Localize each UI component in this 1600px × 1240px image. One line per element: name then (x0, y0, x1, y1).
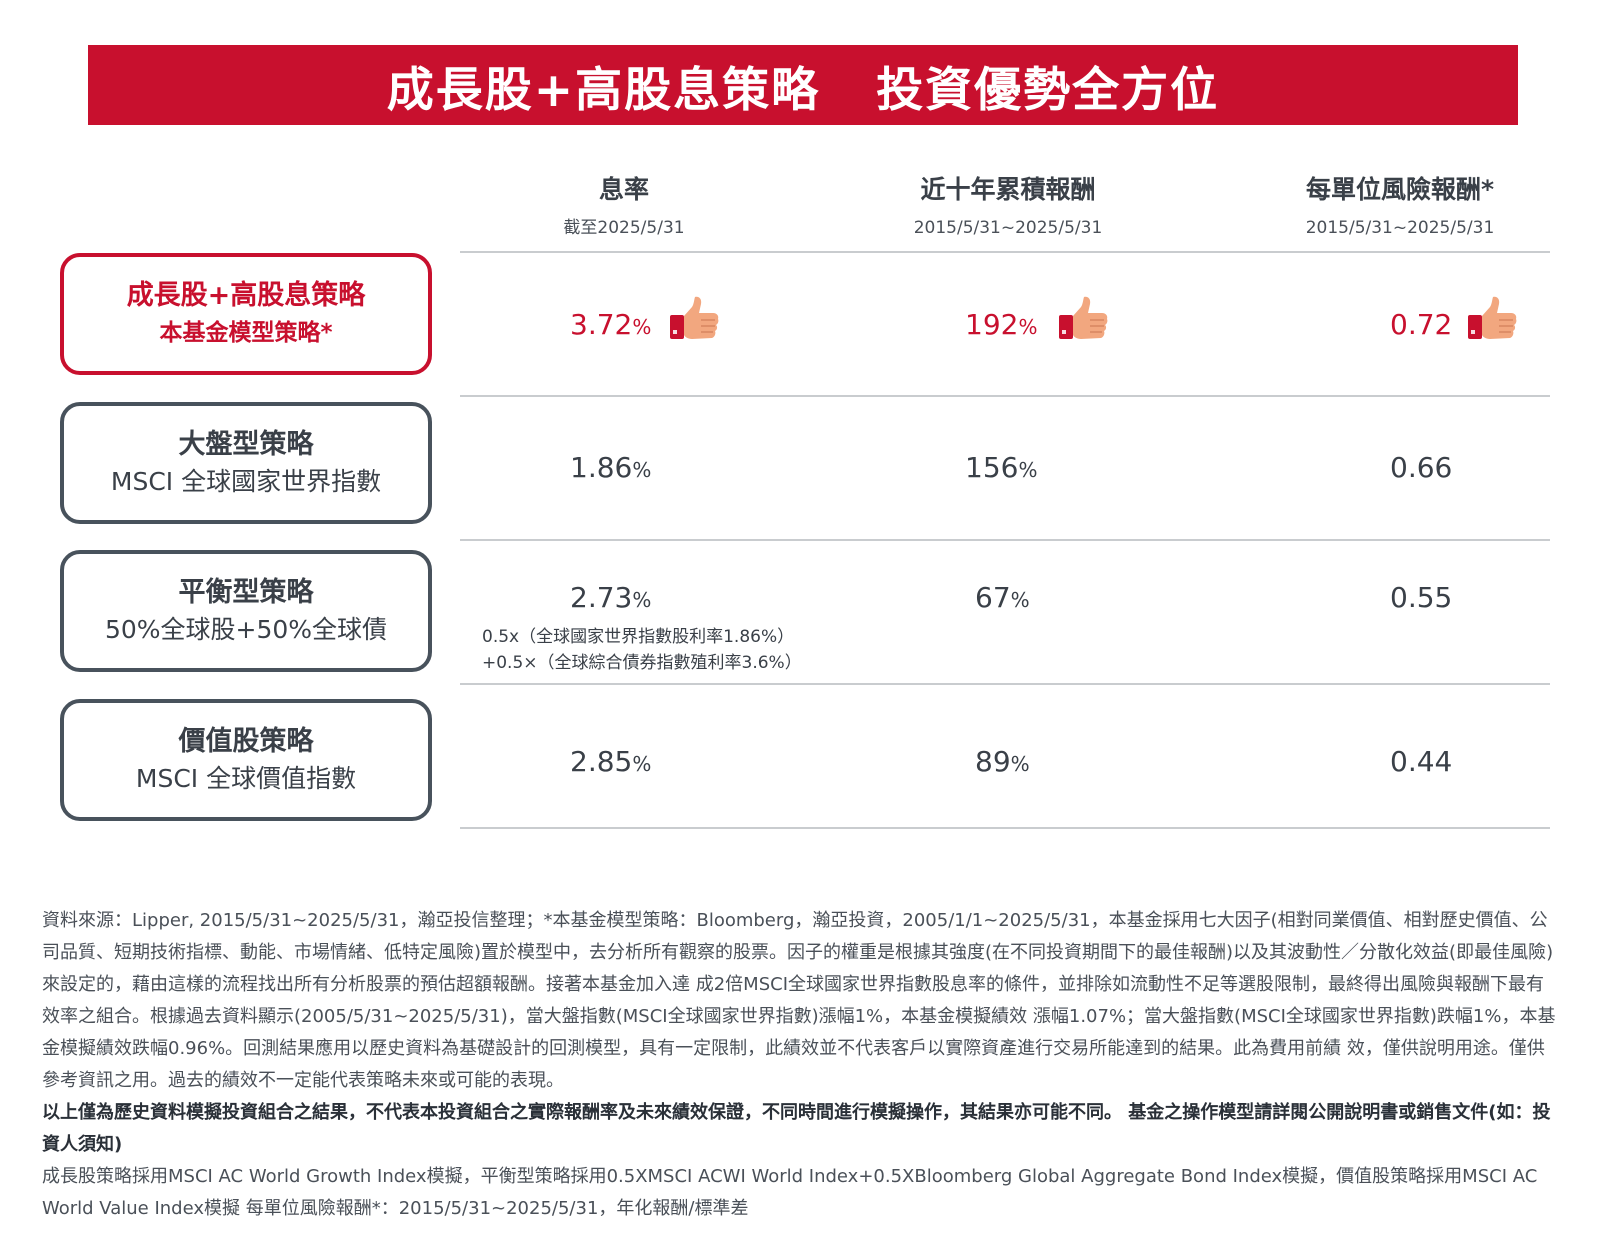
strategy-label-balanced: 平衡型策略 50%全球股+50%全球債 (60, 550, 432, 672)
banner-title-part1: 成長股+高股息策略 (386, 62, 821, 118)
column-title: 每單位風險報酬* (1305, 175, 1495, 204)
column-subtitle: 2015/5/31~2025/5/31 (913, 218, 1103, 238)
strategy-name: 成長股+高股息策略 (126, 280, 366, 311)
risk-return-value: 0.72 (1390, 308, 1453, 341)
yield-value: 2.85% (570, 745, 652, 778)
risk-return-value: 0.66 (1390, 451, 1453, 484)
row-divider (460, 395, 1550, 397)
cumulative-return-value: 67% (975, 581, 1030, 614)
risk-return-value: 0.55 (1390, 581, 1453, 614)
thumbs-up-icon (670, 296, 719, 339)
strategy-sub: MSCI 全球價值指數 (135, 764, 357, 793)
yield-value: 3.72% (570, 308, 652, 341)
banner-title-part2: 投資優勢全方位 (876, 62, 1220, 118)
strategy-name: 平衡型策略 (178, 577, 314, 608)
thumbs-up-icon (1468, 296, 1517, 339)
footnote-disclaimer: 以上僅為歷史資料模擬投資組合之結果，不代表本投資組合之實際報酬率及未來績效保證，… (42, 1102, 1551, 1155)
thumbs-up-icon (1059, 296, 1108, 339)
column-header-yield: 息率 截至2025/5/31 (434, 173, 814, 239)
strategy-sub: MSCI 全球國家世界指數 (110, 467, 382, 496)
strategy-sub: 50%全球股+50%全球債 (104, 615, 388, 644)
footnote-source: 資料來源：Lipper, 2015/5/31~2025/5/31，瀚亞投信整理；… (42, 910, 1556, 1091)
row-divider (460, 683, 1550, 685)
page-banner: 成長股+高股息策略 投資優勢全方位 (88, 45, 1518, 125)
strategy-label-large-cap: 大盤型策略 MSCI 全球國家世界指數 (60, 402, 432, 524)
cumulative-return-value: 192% (965, 308, 1038, 341)
row-divider (460, 827, 1550, 829)
column-subtitle: 2015/5/31~2025/5/31 (1305, 218, 1495, 238)
strategy-label-value: 價值股策略 MSCI 全球價值指數 (60, 699, 432, 821)
strategy-name: 大盤型策略 (178, 429, 314, 460)
footnote: 資料來源：Lipper, 2015/5/31~2025/5/31，瀚亞投信整理；… (42, 905, 1557, 1225)
cumulative-return-value: 156% (965, 451, 1038, 484)
yield-value: 2.73% (570, 581, 652, 614)
cumulative-return-value: 89% (975, 745, 1030, 778)
column-header-risk-return: 每單位風險報酬* 2015/5/31~2025/5/31 (1210, 173, 1590, 239)
column-title: 息率 (598, 175, 649, 204)
strategy-sub: 本基金模型策略* (159, 320, 333, 346)
column-subtitle: 截至2025/5/31 (563, 218, 685, 238)
strategy-label-growth-dividend: 成長股+高股息策略 本基金模型策略* (60, 253, 432, 375)
column-header-cumulative-return: 近十年累積報酬 2015/5/31~2025/5/31 (818, 173, 1198, 239)
strategy-name: 價值股策略 (178, 726, 314, 757)
yield-value: 1.86% (570, 451, 652, 484)
footnote-methodology: 成長股策略採用MSCI AC World Growth Index模擬，平衡型策… (42, 1166, 1538, 1219)
row-divider (460, 539, 1550, 541)
column-title: 近十年累積報酬 (920, 175, 1096, 204)
row-divider (460, 251, 1550, 253)
risk-return-value: 0.44 (1390, 745, 1453, 778)
balanced-yield-note: 0.5x（全球國家世界指數股利率1.86%） +0.5×（全球綜合債券指數殖利率… (482, 627, 802, 673)
